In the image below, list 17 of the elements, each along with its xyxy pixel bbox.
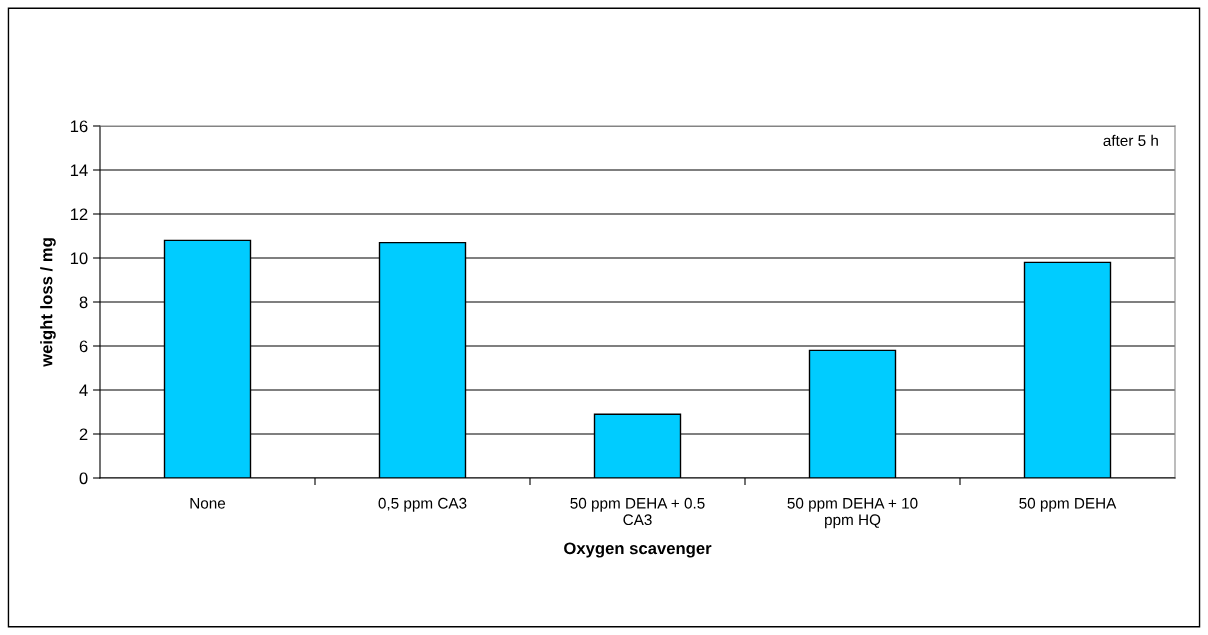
x-tick-label: 50 ppm DEHA + 10 ppm HQ: [787, 497, 918, 529]
annotation: after 5 h: [1103, 134, 1158, 147]
y-tick-label: 0: [79, 472, 88, 485]
y-tick-label: 8: [79, 296, 88, 309]
y-tick-label: 6: [79, 340, 88, 353]
x-tick-label: 50 ppm DEHA + 0.5 CA3: [570, 497, 705, 526]
x-tick-label: None: [190, 498, 226, 509]
x-axis-title: Oxygen scavenger: [564, 542, 712, 558]
y-tick-label: 10: [70, 252, 88, 265]
y-tick-label: 2: [79, 428, 88, 441]
y-tick-label: 16: [70, 120, 88, 133]
y-tick-label: 4: [79, 384, 88, 397]
y-axis-title: weight loss / mg: [40, 238, 56, 367]
x-tick-label: 50 ppm DEHA: [1019, 497, 1117, 512]
x-tick-label: 0,5 ppm CA3: [378, 497, 467, 512]
y-tick-label: 12: [70, 208, 88, 221]
y-tick-label: 14: [70, 164, 88, 177]
